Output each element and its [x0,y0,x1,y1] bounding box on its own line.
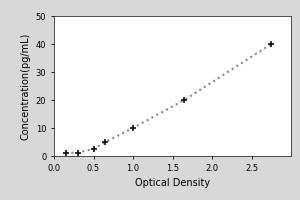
X-axis label: Optical Density: Optical Density [135,178,210,188]
Y-axis label: Concentration(pg/mL): Concentration(pg/mL) [20,32,30,140]
